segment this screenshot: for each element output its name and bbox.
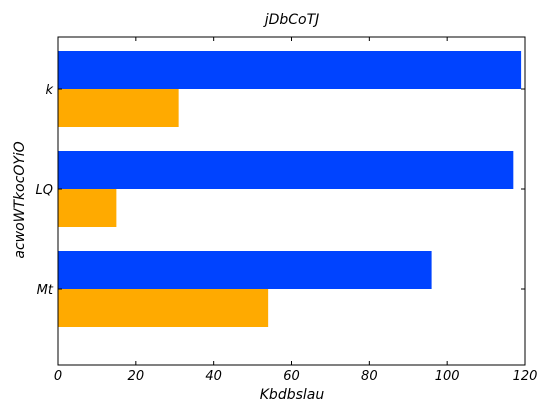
plot-area-frame	[57, 36, 526, 366]
ticks-group: k LQ Mt 0 20 40 60 80 100 120	[36, 37, 538, 384]
y-tick-label: k	[45, 83, 53, 98]
bars-group	[58, 51, 522, 327]
y-axis-label: acwoWTkocOYiO	[12, 141, 28, 258]
bar-Mt-series-1	[58, 251, 432, 289]
x-tick-label: 20	[128, 369, 145, 384]
bar-LQ-series-1	[58, 151, 514, 189]
x-tick-label: 60	[283, 369, 300, 384]
bar-k-series-1	[58, 51, 522, 89]
x-tick-label: 0	[54, 369, 62, 384]
x-tick-label: 100	[435, 369, 460, 384]
bar-LQ-series-2	[58, 189, 117, 227]
x-axis-label: Kbdbslau	[260, 387, 325, 403]
x-tick-label: 120	[513, 369, 538, 384]
x-tick-label: 40	[205, 369, 222, 384]
y-tick-label: LQ	[36, 183, 53, 198]
chart-title: jDbCoTJ	[263, 12, 320, 28]
x-tick-label: 80	[361, 369, 378, 384]
bar-Mt-series-2	[58, 289, 269, 327]
y-tick-label: Mt	[37, 283, 54, 298]
bar-k-series-2	[58, 89, 179, 127]
